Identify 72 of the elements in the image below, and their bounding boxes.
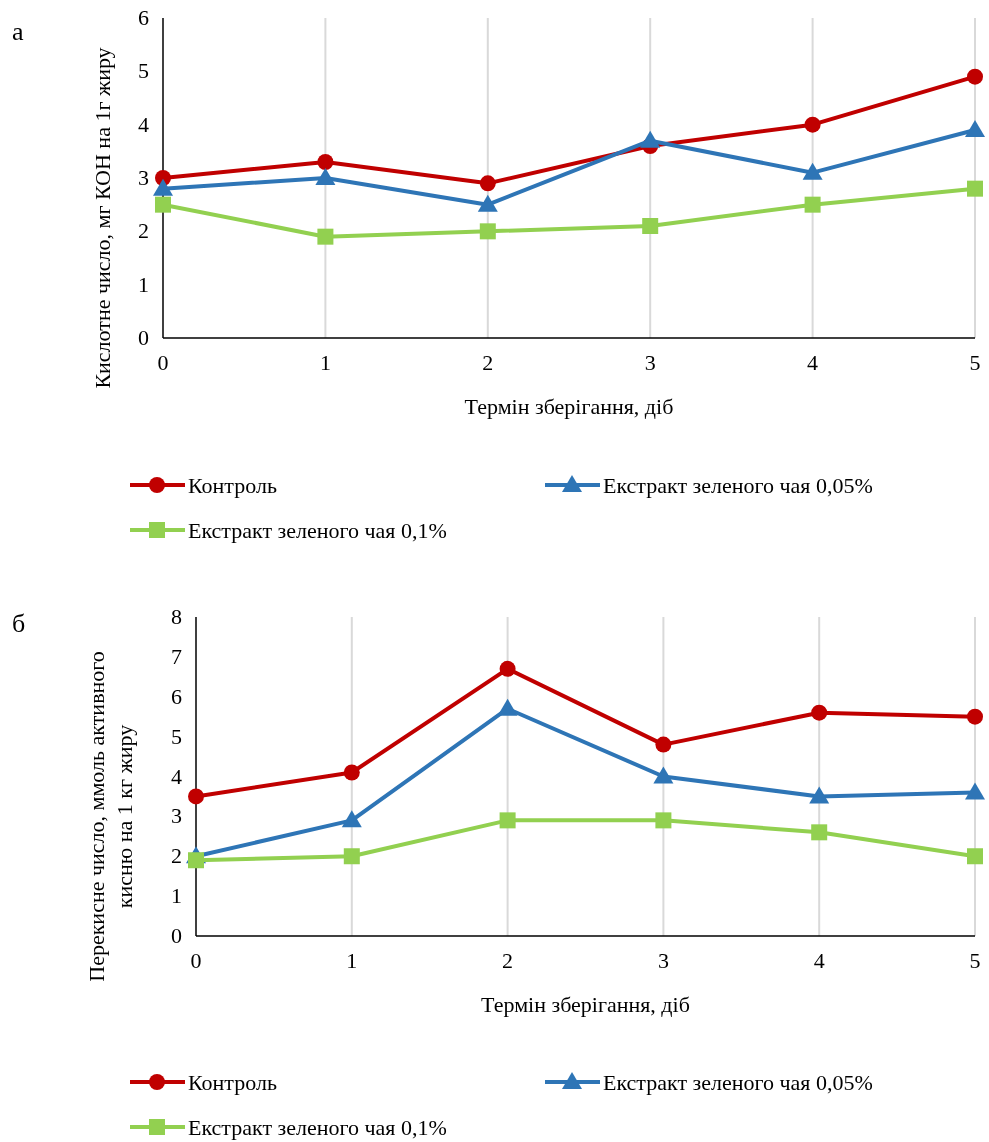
- x-tick-label: 4: [813, 948, 825, 973]
- y-tick-label: 0: [171, 923, 182, 948]
- point: [317, 154, 334, 170]
- point: [967, 180, 983, 197]
- text: а: [12, 17, 24, 46]
- y-tick-label: 4: [138, 111, 149, 137]
- x-tick-label: 4: [807, 350, 819, 375]
- legend-label: Екстракт зеленого чая 0,1%: [188, 518, 447, 543]
- text: б: [12, 609, 26, 638]
- point: [343, 848, 360, 865]
- y-tick-label: 7: [171, 643, 182, 669]
- point: [655, 736, 672, 753]
- point: [155, 196, 171, 213]
- point: [811, 824, 828, 841]
- x-axis-title: Термін зберігання, діб: [464, 394, 674, 419]
- point: [967, 708, 983, 725]
- point: [479, 175, 496, 192]
- x-tick-label: 2: [482, 350, 494, 375]
- y-tick-label: 5: [138, 58, 149, 84]
- y-tick-label: 2: [138, 218, 149, 244]
- point: [188, 788, 204, 805]
- point: [642, 218, 659, 234]
- point: [317, 228, 334, 245]
- y-axis-title: Перекисне число, ммоль активного кисню на 1 кг жиру: [84, 651, 137, 982]
- y-tick-label: 4: [171, 763, 182, 789]
- point: [153, 178, 173, 196]
- legend-label: Екстракт зеленого чая 0,1%: [188, 1115, 447, 1140]
- point: [965, 782, 985, 800]
- x-tick-label: 5: [969, 948, 981, 973]
- legend-label: Контроль: [188, 473, 277, 498]
- point: [497, 698, 518, 716]
- y-tick-label: 5: [171, 723, 182, 749]
- point: [343, 764, 360, 781]
- point: [477, 194, 498, 212]
- point: [802, 162, 823, 180]
- y-tick-label: 0: [138, 325, 149, 350]
- legend-label: Контроль: [188, 1070, 277, 1095]
- y-tick-label: 6: [138, 5, 149, 30]
- point: [809, 786, 830, 804]
- point: [804, 196, 821, 213]
- x-axis-title: Термін зберігання, діб: [481, 992, 690, 1017]
- point: [499, 812, 516, 829]
- x-tick-label: 1: [319, 350, 331, 375]
- y-tick-label: 1: [138, 271, 149, 297]
- point: [811, 704, 828, 721]
- point: [479, 223, 496, 240]
- legend-label: Екстракт зеленого чая 0,05%: [603, 473, 873, 498]
- point: [967, 848, 983, 865]
- y-tick-label: 3: [138, 165, 149, 190]
- y-tick-label: 2: [171, 843, 182, 869]
- x-tick-label: 3: [644, 350, 656, 375]
- y-tick-label: 1: [171, 883, 182, 909]
- point: [499, 660, 516, 677]
- x-tick-label: 3: [657, 948, 669, 973]
- point: [188, 852, 204, 869]
- y-tick-label: 8: [171, 604, 182, 629]
- legend-label: Екстракт зеленого чая 0,05%: [603, 1070, 873, 1095]
- point: [341, 810, 362, 828]
- x-tick-label: 0: [190, 948, 202, 973]
- point: [804, 116, 821, 133]
- y-tick-label: 3: [171, 803, 182, 829]
- point: [640, 130, 661, 148]
- point: [967, 68, 983, 85]
- point: [653, 766, 674, 784]
- point: [965, 120, 985, 137]
- point: [655, 812, 672, 829]
- point: [315, 168, 336, 185]
- y-tick-label: 6: [171, 683, 182, 709]
- x-tick-label: 1: [346, 948, 358, 973]
- x-tick-label: 2: [502, 948, 514, 973]
- x-tick-label: 5: [969, 350, 981, 375]
- y-axis-title: Кислотне число, мг КОН на 1г жиру: [90, 47, 115, 389]
